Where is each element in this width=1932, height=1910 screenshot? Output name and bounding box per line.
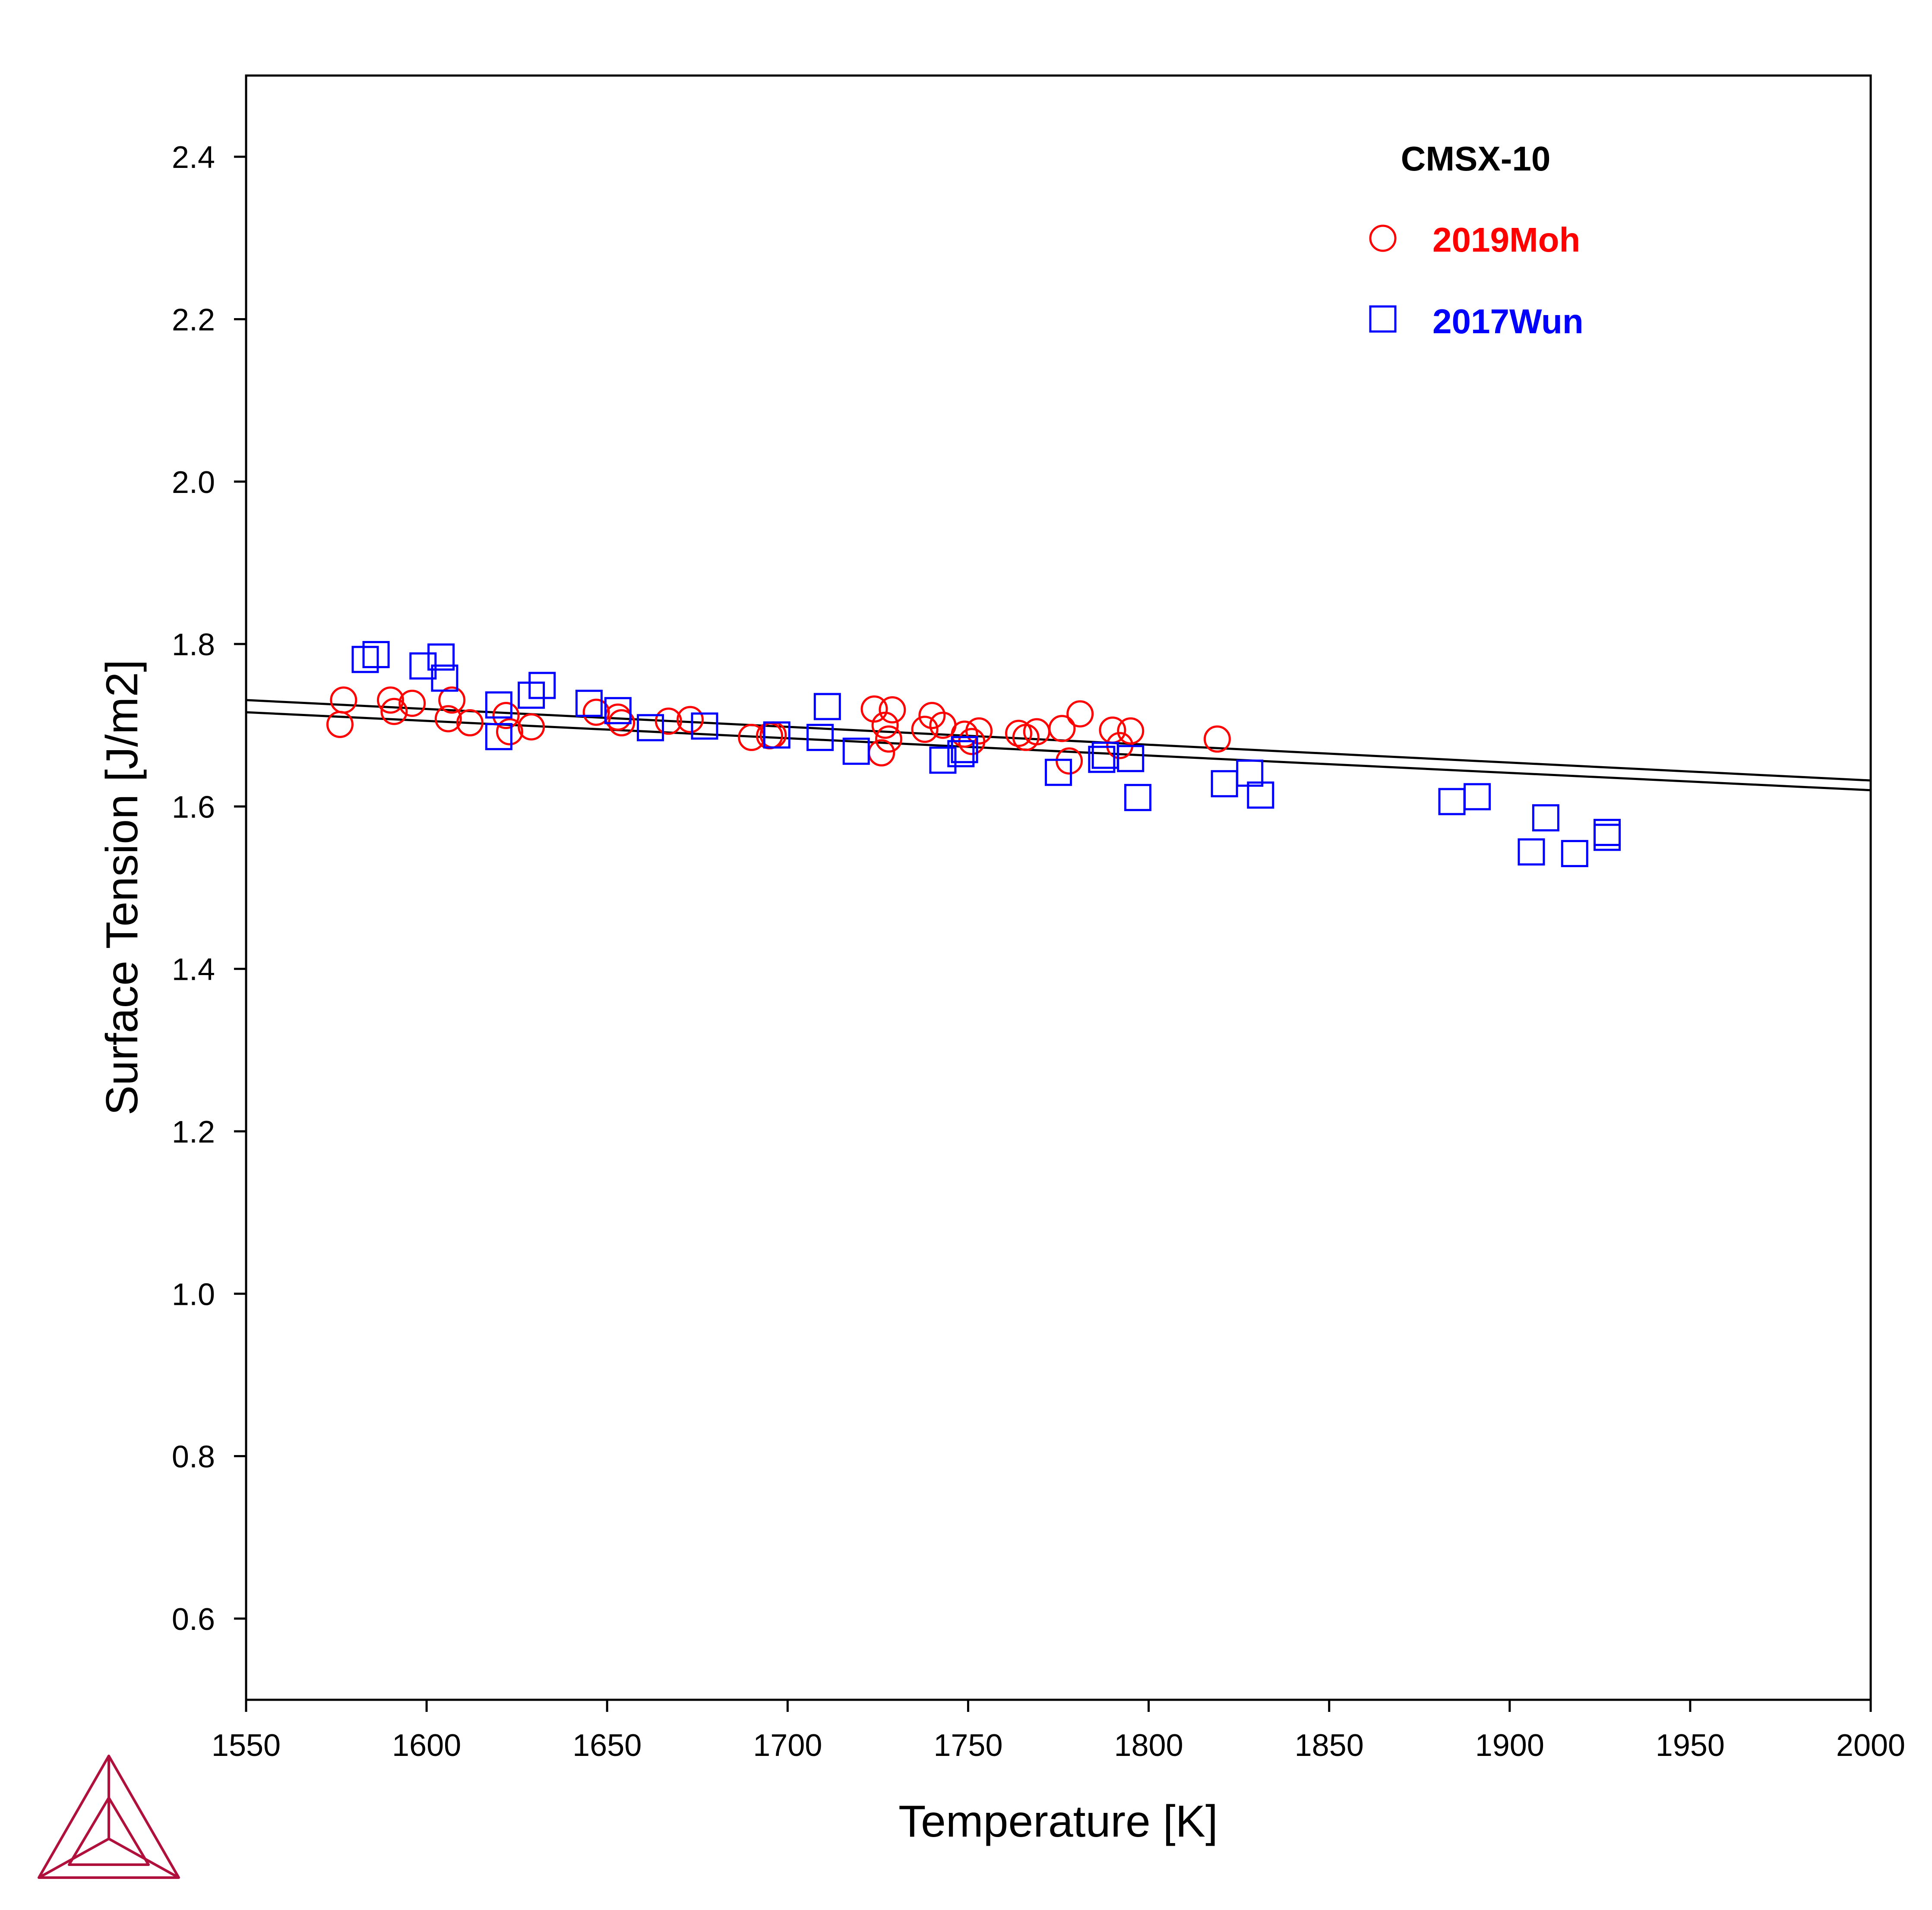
point-2019moh	[860, 695, 888, 723]
point-2017wun	[691, 712, 718, 740]
point-2017wun	[951, 736, 978, 764]
x-tick-label: 1700	[753, 1728, 822, 1763]
data-markers	[326, 641, 1621, 867]
point-2017wun	[806, 723, 834, 751]
y-tick-label: 0.8	[172, 1440, 215, 1474]
software-logo	[38, 1755, 180, 1879]
point-2017wun	[1594, 819, 1621, 846]
point-2019moh	[911, 716, 939, 743]
point-2017wun	[813, 693, 841, 720]
point-2019moh	[398, 689, 426, 717]
y-tick-label: 2.4	[172, 140, 215, 175]
legend-title: CMSX-10	[1401, 139, 1551, 178]
x-tick-label: 1650	[572, 1728, 642, 1763]
point-2017wun	[637, 714, 664, 742]
point-2017wun	[362, 641, 390, 669]
point-2019moh	[875, 725, 902, 753]
point-2019moh	[496, 718, 523, 745]
point-2017wun	[485, 691, 512, 719]
point-2017wun	[929, 746, 957, 774]
point-2019moh	[492, 702, 520, 729]
point-2019moh	[1203, 725, 1231, 753]
point-2019moh	[1056, 747, 1083, 775]
point-2019moh	[456, 709, 484, 737]
legend-label-2019moh: 2019Moh	[1432, 221, 1580, 259]
y-tick-label: 1.8	[172, 628, 215, 662]
y-tick-label: 2.2	[172, 303, 215, 337]
x-axis: 1550 1600 1650 1700 1750 1800 1850 1900 1950 2000	[212, 1700, 1905, 1763]
point-2017wun	[1117, 745, 1145, 772]
point-2017wun	[351, 646, 379, 673]
point-2019moh	[879, 696, 906, 723]
legend-marker-2017wun	[1369, 305, 1397, 333]
point-2019moh	[677, 706, 704, 733]
point-2017wun	[763, 721, 791, 749]
point-2019moh	[380, 698, 408, 725]
point-2017wun	[575, 689, 603, 717]
point-2019moh	[376, 686, 404, 714]
point-2019moh	[518, 713, 545, 741]
point-2017wun	[842, 737, 870, 765]
y-tick-label: 1.4	[172, 953, 215, 987]
point-2019moh	[655, 707, 682, 735]
point-2019moh	[965, 717, 993, 745]
x-tick-label: 1800	[1114, 1728, 1183, 1763]
point-2019moh	[918, 702, 946, 729]
point-2017wun	[1045, 758, 1072, 786]
y-tick-label: 0.6	[172, 1602, 215, 1637]
point-2017wun	[485, 723, 512, 751]
point-2017wun	[1518, 838, 1545, 866]
y-tick-label: 1.6	[172, 790, 215, 824]
point-2017wun	[431, 664, 458, 692]
point-2017wun	[1247, 781, 1274, 809]
point-2019moh	[434, 705, 462, 732]
legend-marker-2019moh	[1369, 224, 1397, 252]
x-axis-label: Temperature [K]	[898, 1796, 1218, 1847]
x-tick-label: 1900	[1475, 1728, 1544, 1763]
point-2019moh	[951, 720, 978, 748]
point-2019moh	[326, 710, 354, 738]
point-2017wun	[1124, 784, 1151, 811]
point-2019moh	[582, 698, 610, 726]
point-2019moh	[438, 686, 466, 714]
point-2017wun	[1464, 783, 1491, 811]
point-2017wun	[947, 740, 975, 767]
plot-frame	[245, 74, 1872, 1701]
point-2017wun	[1561, 840, 1588, 867]
point-2017wun	[528, 672, 556, 699]
point-2019moh	[1005, 720, 1033, 747]
point-2017wun	[518, 682, 545, 709]
legend-label-2017wun: 2017Wun	[1432, 302, 1584, 341]
fit-line-2	[246, 711, 1871, 792]
point-2017wun	[1532, 804, 1559, 832]
point-2019moh	[1117, 717, 1145, 745]
x-tick-label: 1550	[212, 1728, 281, 1763]
point-2019moh	[1066, 700, 1094, 728]
y-tick-label: 2.0	[172, 465, 215, 500]
legend: CMSX-10 2019Moh 2017Wun	[1369, 139, 1584, 341]
y-axis-label: Surface Tension [J/m2]	[97, 660, 147, 1115]
point-2019moh	[871, 711, 899, 739]
x-tick-label: 1850	[1295, 1728, 1364, 1763]
y-tick-label: 1.2	[172, 1115, 215, 1149]
point-2017wun	[1088, 745, 1116, 773]
x-tick-label: 1750	[933, 1728, 1002, 1763]
point-2017wun	[604, 697, 632, 724]
x-tick-label: 1950	[1656, 1728, 1725, 1763]
y-axis: 0.6 0.8 1.0 1.2 1.4 1.6 1.8 2.0 2.2 2.4	[172, 140, 246, 1637]
x-tick-label: 2000	[1836, 1728, 1905, 1763]
point-2017wun	[1236, 759, 1264, 787]
x-tick-label: 1600	[392, 1728, 461, 1763]
point-2017wun	[427, 643, 455, 671]
y-tick-label: 1.0	[172, 1277, 215, 1312]
point-2019moh	[1048, 715, 1076, 742]
